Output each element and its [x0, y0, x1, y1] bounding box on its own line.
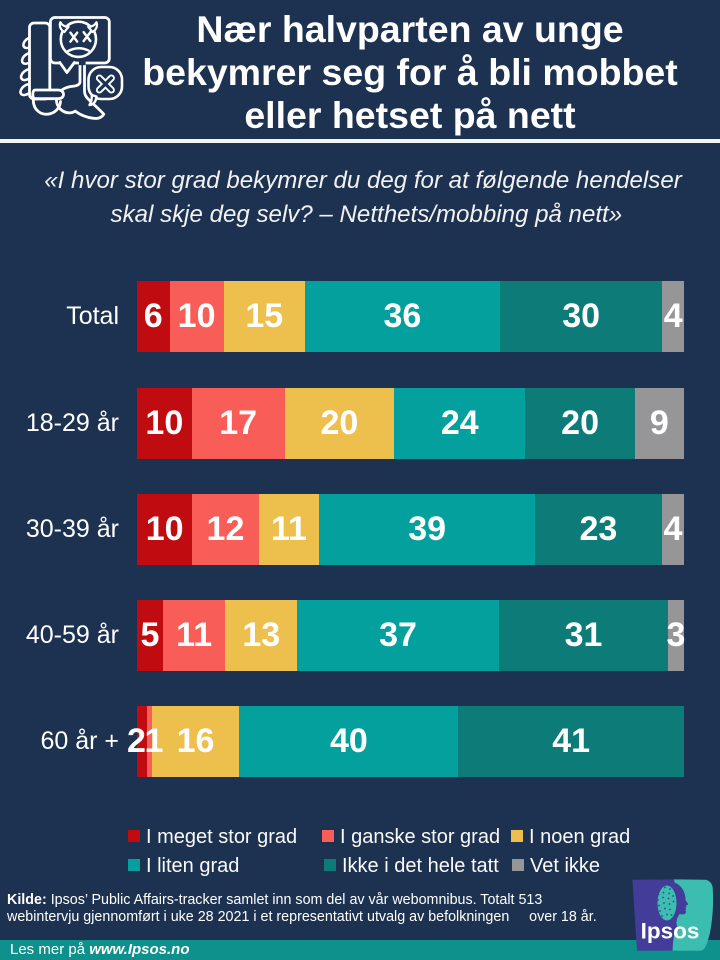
svg-text:Ipsos: Ipsos [641, 919, 700, 944]
